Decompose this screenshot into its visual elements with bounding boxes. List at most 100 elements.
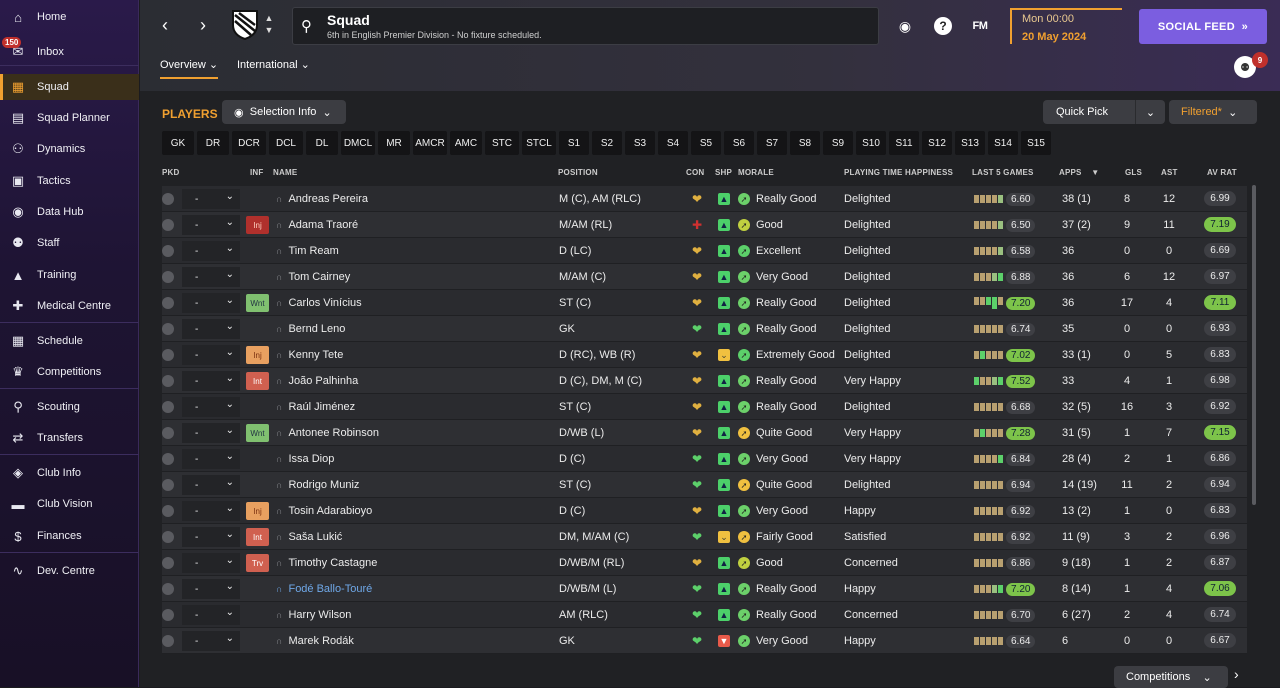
table-row[interactable]: - ⌄ Int ∩ João Palhinha D (C), DM, M (C) ❤… xyxy=(162,368,1247,394)
player-name[interactable]: ∩ Rodrigo Muniz xyxy=(276,472,546,498)
table-row[interactable]: - ⌄ ∩ Tim Ream D (LC) ❤ ▲ ➚ Excellent Delig… xyxy=(162,238,1247,264)
player-name[interactable]: ∩ Saša Lukić xyxy=(276,524,546,550)
status-badge[interactable]: Wnt xyxy=(246,424,269,442)
status-badge[interactable]: Trv xyxy=(246,554,269,572)
position-filter-gk[interactable]: GK xyxy=(162,131,194,155)
tab-international[interactable]: International ⌄ xyxy=(237,58,310,71)
table-row[interactable]: - ⌄ Inj ∩ Tosin Adarabioyo D (C) ❤ ▲ ➚ Very… xyxy=(162,498,1247,524)
player-name[interactable]: ∩ Antonee Robinson xyxy=(276,420,546,446)
social-feed-button[interactable]: SOCIAL FEED » xyxy=(1139,9,1267,44)
selection-dropdown[interactable]: - ⌄ xyxy=(182,631,240,651)
player-name[interactable]: ∩ Marek Rodák xyxy=(276,628,546,654)
pkd-indicator[interactable] xyxy=(162,531,174,543)
table-row[interactable]: - ⌄ ∩ Rodrigo Muniz ST (C) ❤ ▲ ➚ Quite Good… xyxy=(162,472,1247,498)
sidebar-item-club-vision[interactable]: ▬ Club Vision xyxy=(0,491,139,517)
position-filter-s4[interactable]: S4 xyxy=(658,131,688,155)
globe-icon[interactable]: ◉ xyxy=(898,17,912,34)
selection-dropdown[interactable]: - ⌄ xyxy=(182,215,240,235)
sidebar-item-data-hub[interactable]: ◉ Data Hub xyxy=(0,199,139,225)
selection-info-button[interactable]: ◉ Selection Info ⌄ xyxy=(222,100,346,124)
pkd-indicator[interactable] xyxy=(162,609,174,621)
status-badge[interactable]: Inj xyxy=(246,216,269,234)
pkd-indicator[interactable] xyxy=(162,349,174,361)
position-filter-amc[interactable]: AMC xyxy=(450,131,482,155)
player-name[interactable]: ∩ Harry Wilson xyxy=(276,602,546,628)
position-filter-s6[interactable]: S6 xyxy=(724,131,754,155)
back-button[interactable]: ‹ xyxy=(162,14,168,35)
pkd-indicator[interactable] xyxy=(162,505,174,517)
table-row[interactable]: - ⌄ ∩ Issa Diop D (C) ❤ ▲ ➚ Very Good Very … xyxy=(162,446,1247,472)
selection-dropdown[interactable]: - ⌄ xyxy=(182,293,240,313)
fm-menu-button[interactable]: FM xyxy=(972,20,988,32)
selection-dropdown[interactable]: - ⌄ xyxy=(182,267,240,287)
player-name[interactable]: ∩ Kenny Tete xyxy=(276,342,546,368)
pkd-indicator[interactable] xyxy=(162,583,174,595)
table-row[interactable]: - ⌄ Wnt ∩ Carlos Vinícius ST (C) ❤ ▲ ➚ Real… xyxy=(162,290,1247,316)
selection-dropdown[interactable]: - ⌄ xyxy=(182,423,240,443)
sidebar-item-staff[interactable]: ⚉ Staff xyxy=(0,230,139,256)
selection-dropdown[interactable]: - ⌄ xyxy=(182,501,240,521)
table-row[interactable]: - ⌄ Trv ∩ Timothy Castagne D/WB/M (RL) ❤ ▲… xyxy=(162,550,1247,576)
status-badge[interactable]: Inj xyxy=(246,346,269,364)
player-name[interactable]: ∩ Issa Diop xyxy=(276,446,546,472)
competitions-button[interactable]: Competitions ⌄ xyxy=(1114,666,1228,688)
position-filter-stc[interactable]: STC xyxy=(485,131,519,155)
sidebar-item-club-info[interactable]: ◈ Club Info xyxy=(0,460,139,486)
tab-overview[interactable]: Overview ⌄ xyxy=(160,58,219,79)
sidebar-item-scouting[interactable]: ⚲ Scouting xyxy=(0,394,139,420)
status-badge[interactable]: Int xyxy=(246,372,269,390)
selection-dropdown[interactable]: - ⌄ xyxy=(182,449,240,469)
table-row[interactable]: - ⌄ ∩ Raúl Jiménez ST (C) ❤ ▲ ➚ Really Good… xyxy=(162,394,1247,420)
status-badge[interactable]: Inj xyxy=(246,502,269,520)
position-filter-s14[interactable]: S14 xyxy=(988,131,1018,155)
filter-button[interactable]: Filtered* ⌄ xyxy=(1169,100,1257,124)
position-filter-dmcl[interactable]: DMCL xyxy=(341,131,375,155)
player-name[interactable]: ∩ Carlos Vinícius xyxy=(276,290,546,316)
sidebar-item-dev-centre[interactable]: ∿ Dev. Centre xyxy=(0,558,139,584)
club-crest-icon[interactable] xyxy=(231,9,259,41)
player-name[interactable]: ∩ Fodé Ballo-Touré xyxy=(276,576,546,602)
col-ast[interactable]: AST xyxy=(1161,168,1178,177)
position-filter-stcl[interactable]: STCL xyxy=(522,131,556,155)
pkd-indicator[interactable] xyxy=(162,375,174,387)
selection-dropdown[interactable]: - ⌄ xyxy=(182,345,240,365)
selection-dropdown[interactable]: - ⌄ xyxy=(182,475,240,495)
position-filter-mr[interactable]: MR xyxy=(378,131,410,155)
col-apps[interactable]: APPS ▼ xyxy=(1059,168,1099,177)
date-display[interactable]: Mon 00:00 20 May 2024 xyxy=(1010,8,1122,44)
sidebar-item-squad-planner[interactable]: ▤ Squad Planner xyxy=(0,105,139,131)
sidebar-item-medical-centre[interactable]: ✚ Medical Centre xyxy=(0,293,139,319)
position-filter-s2[interactable]: S2 xyxy=(592,131,622,155)
sidebar-item-dynamics[interactable]: ⚇ Dynamics xyxy=(0,136,139,162)
search-box[interactable]: ⚲ Squad 6th in English Premier Division … xyxy=(292,7,879,45)
player-name[interactable]: ∩ Adama Traoré xyxy=(276,212,546,238)
selection-dropdown[interactable]: - ⌄ xyxy=(182,189,240,209)
club-switch-arrows-icon[interactable]: ▲ ▼ xyxy=(264,13,274,35)
next-arrow-icon[interactable]: › xyxy=(1234,666,1239,682)
position-filter-dl[interactable]: DL xyxy=(306,131,338,155)
col-name[interactable]: NAME xyxy=(273,168,298,177)
col-con[interactable]: CON xyxy=(686,168,705,177)
table-row[interactable]: - ⌄ Inj ∩ Kenny Tete D (RC), WB (R) ❤ ⌄ ➚ E… xyxy=(162,342,1247,368)
pkd-indicator[interactable] xyxy=(162,479,174,491)
pkd-indicator[interactable] xyxy=(162,635,174,647)
chevron-down-icon[interactable]: ⌄ xyxy=(1135,100,1165,124)
selection-dropdown[interactable]: - ⌄ xyxy=(182,397,240,417)
pkd-indicator[interactable] xyxy=(162,219,174,231)
scrollbar[interactable] xyxy=(1252,185,1256,505)
col-gls[interactable]: GLS xyxy=(1125,168,1143,177)
player-name[interactable]: ∩ Raúl Jiménez xyxy=(276,394,546,420)
sidebar-item-home[interactable]: ⌂ Home xyxy=(0,4,139,30)
table-row[interactable]: - ⌄ ∩ Tom Cairney M/AM (C) ❤ ▲ ➚ Very Good … xyxy=(162,264,1247,290)
table-row[interactable]: - ⌄ ∩ Fodé Ballo-Touré D/WB/M (L) ❤ ▲ ➚ Rea… xyxy=(162,576,1247,602)
col-last5[interactable]: LAST 5 GAMES xyxy=(972,168,1034,177)
table-row[interactable]: - ⌄ Int ∩ Saša Lukić DM, M/AM (C) ❤ ⌄ ➚ Fai… xyxy=(162,524,1247,550)
sidebar-item-training[interactable]: ▲ Training xyxy=(0,262,139,288)
selection-dropdown[interactable]: - ⌄ xyxy=(182,579,240,599)
sidebar-item-inbox[interactable]: ✉ Inbox xyxy=(0,39,139,65)
quick-pick-button[interactable]: Quick Pick ⌄ xyxy=(1043,100,1165,124)
help-icon[interactable]: ? xyxy=(934,17,952,35)
col-playing-time-happiness[interactable]: PLAYING TIME HAPPINESS xyxy=(844,168,954,177)
position-filter-s5[interactable]: S5 xyxy=(691,131,721,155)
position-filter-dr[interactable]: DR xyxy=(197,131,229,155)
